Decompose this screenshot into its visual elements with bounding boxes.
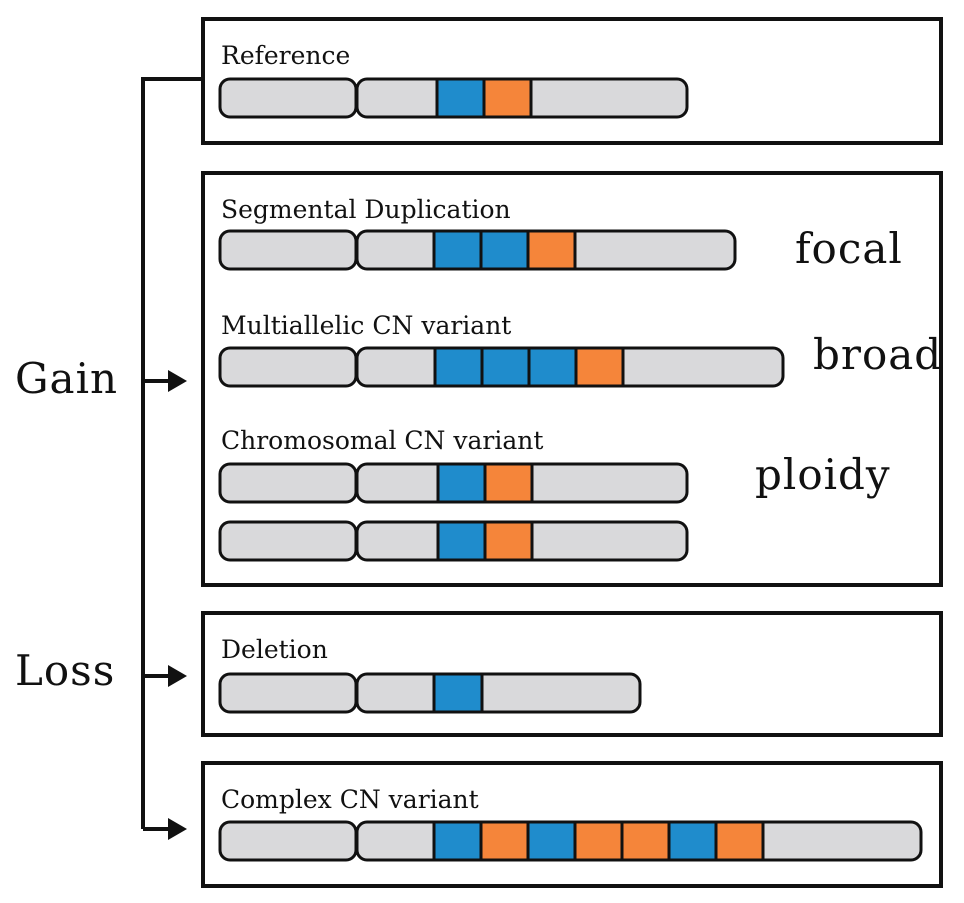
chromosome-q-arm: [355, 672, 642, 714]
chromosome-p-arm: [218, 346, 358, 388]
blue-segment: [433, 346, 484, 388]
complex-arrow-icon: [168, 818, 187, 840]
arrowheads: [168, 370, 187, 840]
deletion-panel: [201, 611, 943, 737]
orange-segment: [573, 820, 624, 862]
chromosome-p-arm: [218, 462, 358, 504]
multiallelic-cn-title: Multiallelic CN variant: [221, 311, 511, 340]
gain-panel: [201, 171, 943, 587]
blue-segment: [479, 229, 530, 271]
orange-segment: [482, 77, 533, 119]
loss-arrow-icon: [168, 665, 187, 687]
chromosome-p-arm: [218, 672, 358, 714]
scale-label-focal: focal: [795, 224, 903, 273]
chromosomal-cn-title: Chromosomal CN variant: [221, 426, 543, 455]
scale-label-ploidy: ploidy: [755, 450, 891, 499]
complex-panel: [201, 761, 943, 888]
blue-segment: [432, 229, 483, 271]
gain-label: Gain: [15, 354, 118, 403]
scale-label-broad: broad: [813, 330, 942, 379]
orange-segment: [483, 520, 534, 562]
chromosomal-cn-chromosome-2: [218, 520, 689, 562]
orange-segment: [479, 820, 530, 862]
panel-boxes: [201, 17, 943, 888]
chromosome-p-arm: [218, 520, 358, 562]
deletion-chromosome: [218, 672, 642, 714]
chromosome-p-arm: [218, 820, 358, 862]
blue-segment: [436, 520, 487, 562]
blue-segment: [435, 77, 486, 119]
segmental-duplication-title: Segmental Duplication: [221, 195, 511, 224]
loss-label: Loss: [15, 646, 115, 695]
chromosome-p-arm: [218, 77, 358, 119]
orange-segment: [620, 820, 671, 862]
orange-segment: [483, 462, 534, 504]
complex-cn-title: Complex CN variant: [221, 785, 479, 814]
reference-title: Reference: [221, 41, 350, 70]
blue-segment: [432, 820, 483, 862]
orange-segment: [526, 229, 577, 271]
blue-segment: [667, 820, 718, 862]
chromosome-bars: [218, 77, 923, 862]
connector-tree: [141, 77, 203, 831]
segmental-duplication-chromosome: [218, 229, 737, 271]
chromosome-p-arm: [218, 229, 358, 271]
blue-segment: [526, 820, 577, 862]
multiallelic-cn-chromosome: [218, 346, 785, 388]
chromosomal-cn-chromosome-1: [218, 462, 689, 504]
reference-chromosome: [218, 77, 689, 119]
orange-segment: [714, 820, 765, 862]
blue-segment: [527, 346, 578, 388]
gain-arrow-icon: [168, 370, 187, 392]
blue-segment: [432, 672, 484, 714]
reference-panel: [201, 17, 943, 145]
orange-segment: [574, 346, 625, 388]
deletion-title: Deletion: [221, 635, 328, 664]
complex-cn-chromosome: [218, 820, 923, 862]
blue-segment: [480, 346, 531, 388]
blue-segment: [436, 462, 487, 504]
